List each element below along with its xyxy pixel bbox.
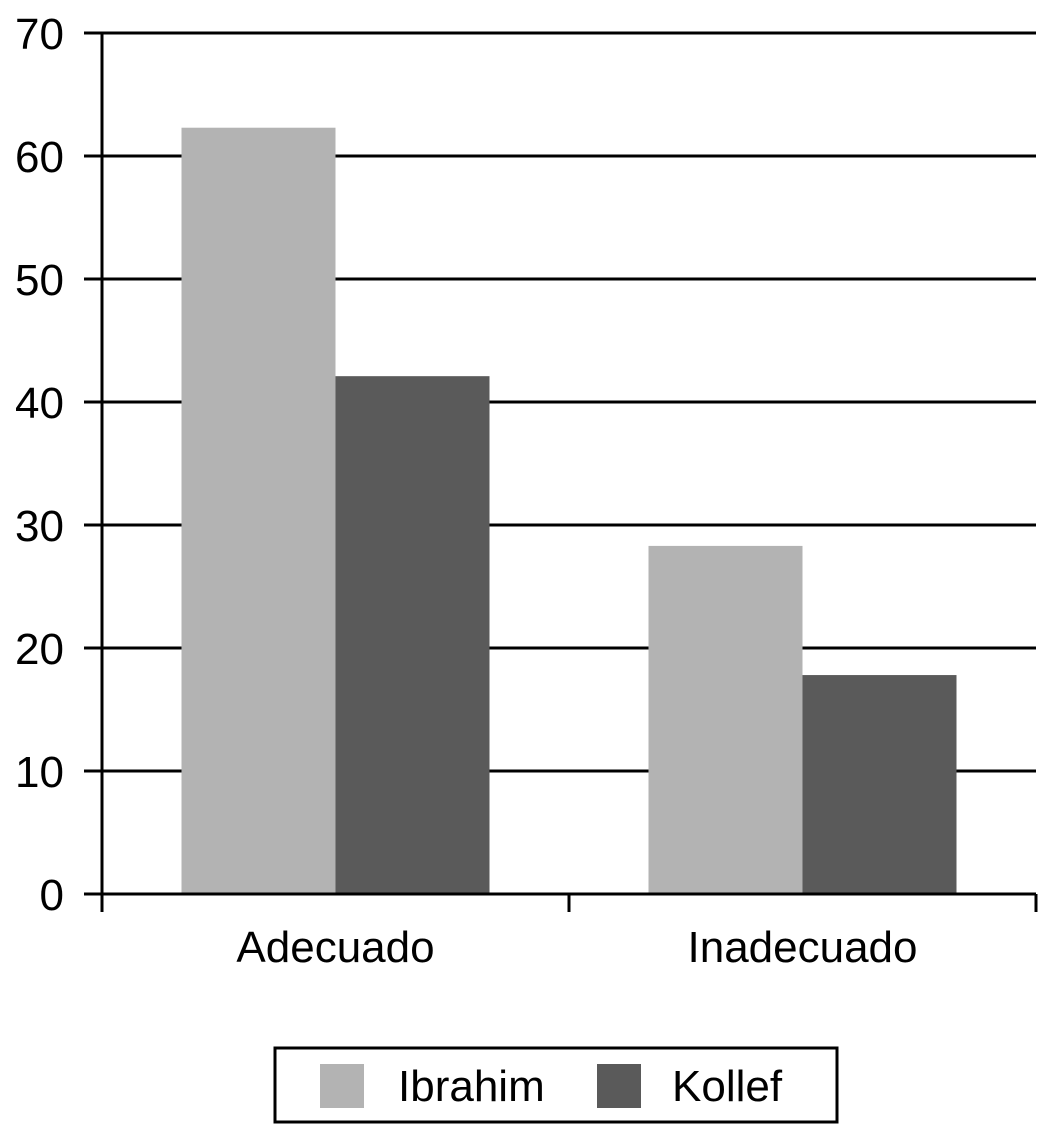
y-tick-label: 40 [15,379,64,428]
bars [181,127,957,894]
y-tick-label: 50 [15,256,64,305]
category-label: Inadecuado [688,923,918,972]
bar-ibrahim-adecuado [181,127,336,894]
bar-ibrahim-inadecuado [648,545,803,894]
y-tick-label: 30 [15,502,64,551]
category-label: Adecuado [236,923,434,972]
legend-swatch-ibrahim [320,1064,364,1108]
y-tick-label: 70 [15,10,64,59]
bar-kollef-inadecuado [802,675,957,894]
legend: Ibrahim Kollef [273,1046,839,1124]
y-tick-label: 60 [15,133,64,182]
y-tick-label: 10 [15,748,64,797]
legend-box [273,1046,839,1124]
legend-swatch-kollef [597,1064,641,1108]
y-tick-label: 0 [40,871,64,920]
category-labels: Adecuado Inadecuado [236,923,917,972]
y-tick-labels: 0 10 20 30 40 50 60 70 [15,10,64,920]
y-tick-label: 20 [15,625,64,674]
legend-label-kollef: Kollef [672,1062,783,1111]
legend-label-ibrahim: Ibrahim [398,1062,545,1111]
axes [84,31,1038,912]
bar-kollef-adecuado [335,376,490,894]
